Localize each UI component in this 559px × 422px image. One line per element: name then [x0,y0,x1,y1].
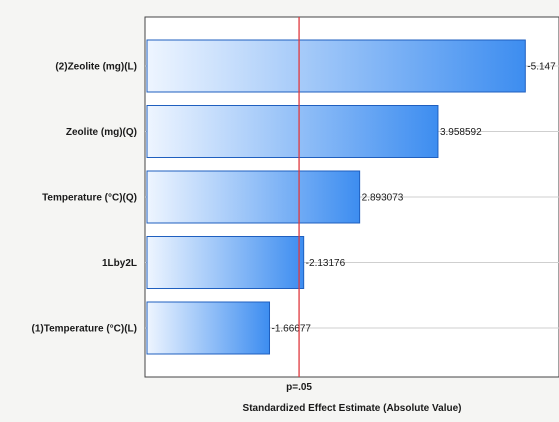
category-label: 1Lby2L [102,258,137,269]
category-label: Temperature (°C)(Q) [42,193,137,204]
bar [146,236,305,289]
value-label: -1.66677 [272,324,312,335]
bar [146,105,439,158]
bar [146,301,271,355]
value-label: -2.13176 [306,258,346,269]
value-label: -5.147 [527,62,556,73]
significance-label: p=.05 [286,382,312,393]
x-axis-title: Standardized Effect Estimate (Absolute V… [243,403,462,414]
value-label: 2.893073 [362,193,404,204]
bars: (2)Zeolite (mg)(L) -5.147 Zeolite (mg)(Q) 3… [32,39,556,355]
value-label: 3.958592 [440,127,482,138]
bar [146,39,526,93]
category-label: (2)Zeolite (mg)(L) [55,62,137,73]
category-label: Zeolite (mg)(Q) [66,127,137,138]
category-label: (1)Temperature (°C)(L) [32,324,137,335]
bar [146,170,361,224]
